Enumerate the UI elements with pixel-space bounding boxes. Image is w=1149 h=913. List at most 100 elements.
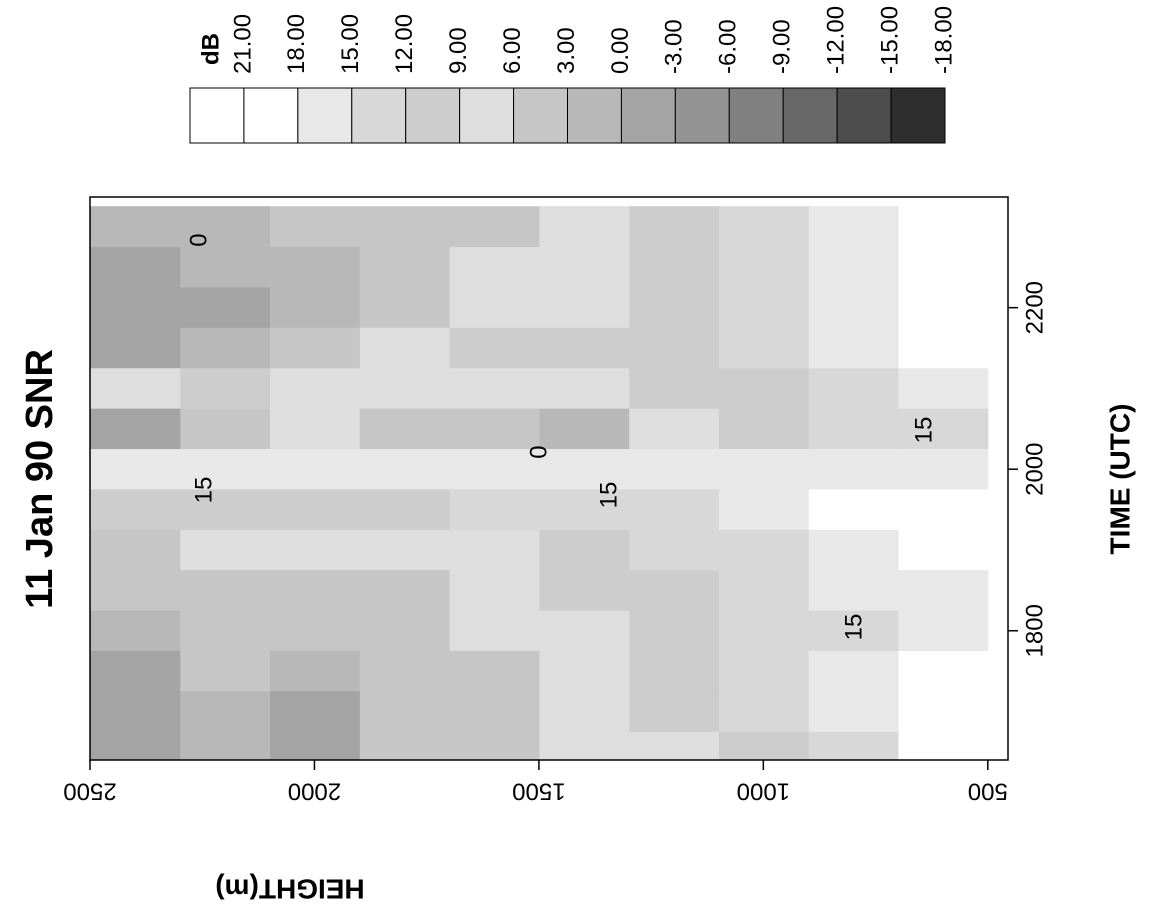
contour-cell [718,488,809,530]
contour-cell [90,529,181,571]
y-tick-label: 2500 [63,778,116,805]
contour-cell [449,448,540,490]
contour-cell [179,206,271,248]
colorbar-label: 21.00 [229,14,256,74]
colorbar-label: 3.00 [553,27,580,74]
contour-cell [90,246,181,288]
contour-cell [359,327,450,369]
colorbar-label: 0.00 [607,27,634,74]
contour-cell [179,690,271,732]
contour-cell [718,286,809,328]
colorbar-box [728,87,784,144]
contour-cell [628,246,719,288]
contour-label: 0 [185,233,212,246]
contour-cell [269,408,360,450]
contour-cell [269,650,360,692]
colorbar-box [189,87,245,144]
contour-cell [898,650,989,692]
colorbar-box [459,87,515,144]
colorbar-box [620,87,676,144]
contour-cell [359,529,450,571]
x-tick-label: 1800 [1021,604,1048,657]
contour-cell [718,408,809,450]
contour-label: 15 [190,477,217,504]
contour-cell [718,650,809,692]
contour-cell [179,367,271,409]
colorbar-box [836,87,892,144]
contour-cell [538,448,630,490]
contour-cell [90,731,181,760]
contour-cell [808,690,899,732]
contour-cell [179,327,271,369]
contour-cell [628,286,719,328]
y-tick-label: 2000 [288,778,341,805]
contour-cell [90,610,181,651]
contour-cell [898,367,989,409]
contour-cell [628,529,719,571]
contour-cell [718,206,809,248]
contour-cell [449,246,540,288]
x-axis-title: TIME (UTC) [1104,404,1135,555]
contour-cell [538,488,630,530]
contour-cell [718,367,809,409]
y-tick-label: 1000 [737,778,790,805]
contour-cell [628,367,719,409]
contour-cell [90,206,181,248]
contour-cell [179,731,271,760]
colorbar-label: -12.00 [822,6,849,74]
contour-cell [628,206,719,248]
colorbar-box [567,87,622,144]
contour-cell [808,246,899,288]
contour-cell [179,529,271,571]
contour-cell [538,569,630,611]
contour-cell [359,650,450,692]
contour-cell [808,488,899,530]
contour-cell [628,650,719,692]
contour-cell [90,408,181,450]
contour-cell [808,206,899,248]
contour-cell [449,488,540,530]
colorbar-box [405,87,461,144]
contour-cell [90,650,181,692]
colorbar-box [243,87,299,144]
contour-cell [808,731,899,760]
colorbar-label: 6.00 [499,27,526,74]
contour-cell [359,246,450,288]
contour-cell [269,448,360,490]
contour-cell [179,246,271,288]
contour-cell [898,286,989,328]
colorbar-label: -15.00 [876,6,903,74]
contour-cell [449,367,540,409]
contour-cell [538,529,630,571]
contour-cell [269,286,360,328]
contour-cell [90,690,181,732]
contour-cell [628,488,719,530]
contour-cell [359,610,450,651]
contour-cell [718,569,809,611]
colorbar-label: 12.00 [391,14,418,74]
rotated-figure: 11 Jan 90 SNR TIME (UTC) HEIGHT(m) dB 18… [19,6,1135,905]
contour-cell [449,206,540,248]
contour-cell [359,367,450,409]
contour-cell [359,286,450,328]
contour-cell [898,448,989,490]
contour-cell [179,448,271,490]
colorbar-box [890,87,946,144]
colorbar-label: 18.00 [283,14,310,74]
colorbar-box [674,87,730,144]
contour-cell [359,488,450,530]
contour-cell [179,286,271,328]
contour-cell [449,650,540,692]
contour-cell [898,246,989,288]
contour-cell [628,327,719,369]
contour-cell [898,327,989,369]
contour-cell [269,327,360,369]
contour-cell [718,327,809,369]
contour-cell [538,206,630,248]
contour-cell [898,488,989,530]
contour-cell [449,286,540,328]
contour-cell [808,650,899,692]
contour-cell [90,569,181,611]
contour-cell [269,206,360,248]
